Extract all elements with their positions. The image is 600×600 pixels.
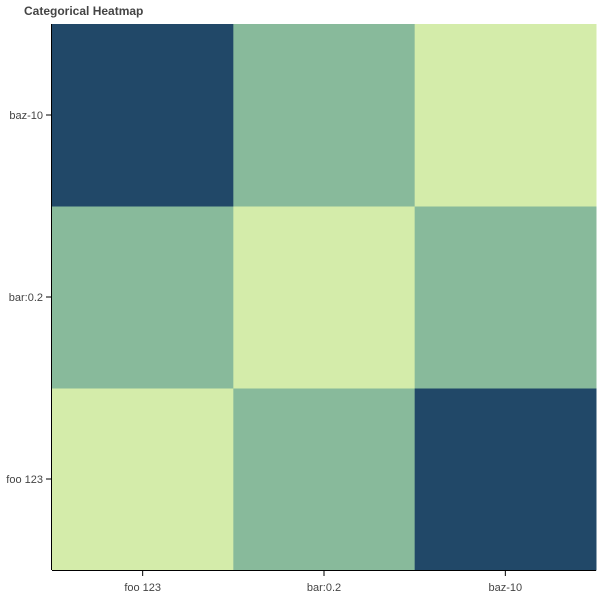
heatmap-cell <box>52 206 234 389</box>
axes: foo 123 bar:0.2 baz-10 foo 123 bar:0.2 baz-10 <box>6 24 596 594</box>
heatmap-cell <box>414 206 597 389</box>
chart-title: Categorical Heatmap <box>24 4 144 18</box>
heatmap-cell <box>233 24 416 207</box>
heatmap-cell <box>52 388 234 571</box>
y-tick-label: baz-10 <box>9 110 43 122</box>
y-tick-label: foo 123 <box>6 474 43 486</box>
heatmap-cell <box>414 24 597 207</box>
heatmap-cell <box>414 388 597 571</box>
x-tick-label: baz-10 <box>489 582 523 594</box>
x-tick-label: bar:0.2 <box>307 582 341 594</box>
y-tick-label: bar:0.2 <box>9 292 43 304</box>
heatmap-cell <box>52 24 234 207</box>
x-tick-label: foo 123 <box>124 582 161 594</box>
heatmap-cells <box>52 24 597 571</box>
heatmap-cell <box>233 206 416 389</box>
heatmap-cell <box>233 388 416 571</box>
